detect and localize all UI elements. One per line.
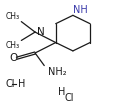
Text: CH₃: CH₃ xyxy=(6,41,20,50)
Text: N: N xyxy=(37,27,45,37)
Text: Cl: Cl xyxy=(64,93,74,103)
Text: NH: NH xyxy=(73,5,88,15)
Text: H: H xyxy=(18,79,25,89)
Text: Cl: Cl xyxy=(5,79,15,89)
Text: H: H xyxy=(58,87,65,97)
Text: CH₃: CH₃ xyxy=(6,12,20,21)
Text: NH₂: NH₂ xyxy=(47,67,66,77)
Text: O: O xyxy=(10,53,18,63)
